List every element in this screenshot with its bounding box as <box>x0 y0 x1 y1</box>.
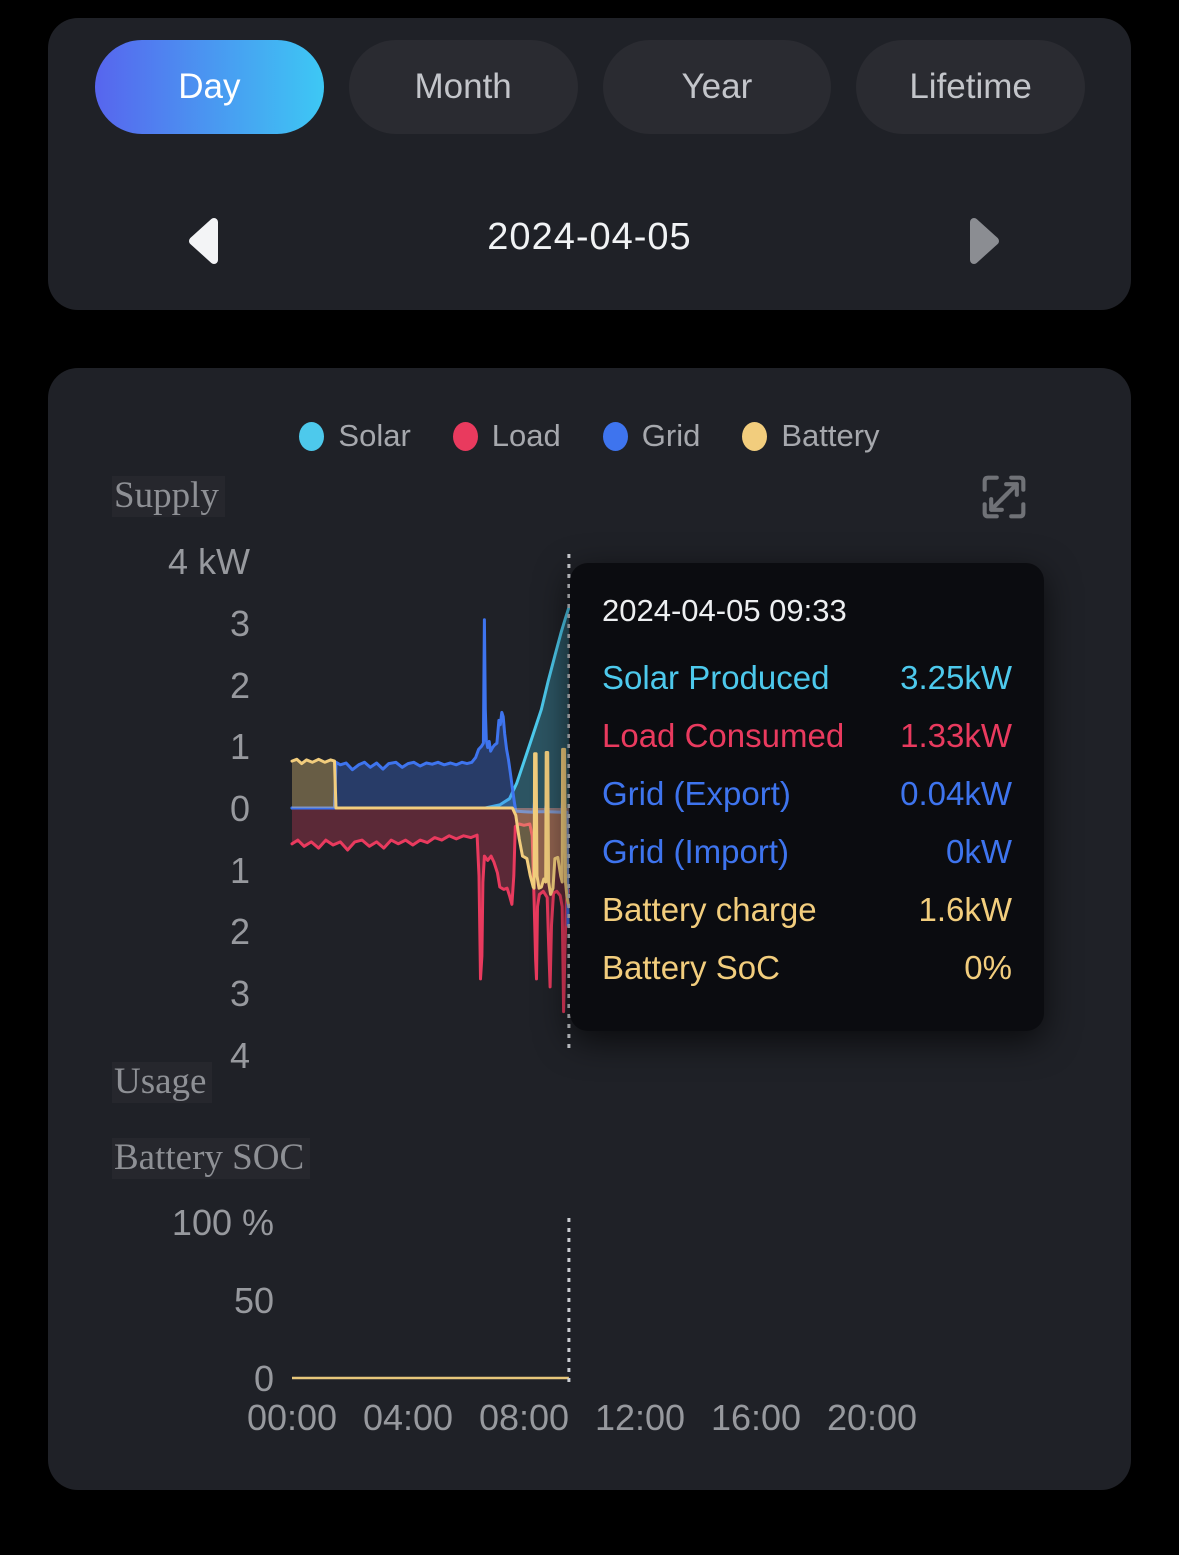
energy-chart-card: Solar Load Grid Battery Supply Usage Batter… <box>48 368 1131 1490</box>
tooltip-row: Battery SoC 0% <box>602 939 1012 997</box>
supply-axis-tick: 3 <box>230 603 250 644</box>
load-line <box>290 822 571 1014</box>
tab-month[interactable]: Month <box>348 40 578 134</box>
supply-axis-tick: 1 <box>230 726 250 767</box>
tooltip-label: Load Consumed <box>602 717 845 754</box>
next-day-button[interactable] <box>954 212 1014 272</box>
legend-label: Load <box>491 418 561 453</box>
grid-area <box>292 619 569 927</box>
tooltip-value: 0kW <box>946 833 1012 870</box>
x-axis-tick: 04:00 <box>363 1397 453 1438</box>
tab-year[interactable]: Year <box>602 40 832 134</box>
battery-line <box>290 747 571 909</box>
tooltip-row: Grid (Export) 0.04kW <box>602 765 1012 823</box>
supply-axis-tick: 2 <box>230 665 250 706</box>
tooltip-label: Grid (Import) <box>602 833 790 870</box>
fullscreen-button[interactable] <box>975 468 1033 526</box>
legend-label: Battery <box>781 418 880 453</box>
supply-axis-tick: 3 <box>230 973 250 1014</box>
tooltip-label: Battery charge <box>602 891 817 928</box>
soc-axis-tick: 0 <box>254 1358 274 1399</box>
x-axis-tick: 00:00 <box>247 1397 337 1438</box>
x-axis-tick: 12:00 <box>595 1397 685 1438</box>
battery-area <box>292 749 569 907</box>
tooltip-timestamp: 2024-04-05 09:33 <box>602 593 847 628</box>
chart-tooltip: 2024-04-05 09:33 Solar Produced 3.25kW Loa… <box>570 563 1044 1031</box>
soc-axis-tick: 50 <box>234 1280 274 1321</box>
legend-item-load[interactable]: Load <box>452 418 561 454</box>
date-navigation: 2024-04-05 <box>48 198 1131 288</box>
tooltip-row: Load Consumed 1.33kW <box>602 707 1012 765</box>
tooltip-label: Battery SoC <box>602 949 780 986</box>
tooltip-row: Battery charge 1.6kW <box>602 881 1012 939</box>
soc-axis-tick: 100 % <box>172 1202 274 1243</box>
tooltip-label: Grid (Export) <box>602 775 791 812</box>
previous-day-button[interactable] <box>174 212 234 272</box>
legend-item-solar[interactable]: Solar <box>299 418 411 454</box>
supply-axis-tick: 4 kW <box>168 541 250 582</box>
usage-axis-title: Usage <box>112 1062 212 1103</box>
tooltip-row: Grid (Import) 0kW <box>602 823 1012 881</box>
period-date-card: Day Month Year Lifetime 2024-04-05 <box>48 18 1131 310</box>
tooltip-value: 1.6kW <box>918 891 1012 928</box>
legend-item-battery[interactable]: Battery <box>742 418 880 454</box>
grid-legend-dot-icon <box>602 421 628 451</box>
supply-axis-tick: 0 <box>230 788 250 829</box>
solar-line <box>290 606 571 810</box>
battery-soc-axis-title: Battery SOC <box>112 1138 310 1179</box>
x-axis-tick: 16:00 <box>711 1397 801 1438</box>
supply-axis-tick: 1 <box>230 850 250 891</box>
battery-legend-dot-icon <box>742 421 768 451</box>
supply-axis-tick: 4 <box>230 1035 250 1076</box>
chevron-right-icon <box>967 217 1001 269</box>
load-legend-dot-icon <box>452 421 478 451</box>
supply-axis-tick: 2 <box>230 911 250 952</box>
supply-axis-title: Supply <box>112 476 225 517</box>
tooltip-label: Solar Produced <box>602 659 830 696</box>
x-axis-tick: 08:00 <box>479 1397 569 1438</box>
legend-label: Solar <box>338 418 411 453</box>
solar-area <box>292 607 569 808</box>
tooltip-value: 3.25kW <box>900 659 1012 696</box>
tooltip-value: 1.33kW <box>900 717 1012 754</box>
tooltip-value: 0.04kW <box>900 775 1012 812</box>
load-area <box>292 808 569 1012</box>
tab-lifetime[interactable]: Lifetime <box>856 40 1085 134</box>
tooltip-value: 0% <box>964 949 1012 986</box>
legend-label: Grid <box>641 418 701 453</box>
tooltip-rows: Solar Produced 3.25kW Load Consumed 1.33kW G… <box>602 649 1012 997</box>
solar-legend-dot-icon <box>299 421 325 451</box>
chart-legend: Solar Load Grid Battery <box>48 418 1131 454</box>
tab-day[interactable]: Day <box>95 40 324 134</box>
chevron-left-icon <box>187 217 221 269</box>
period-tabs: Day Month Year Lifetime <box>95 40 1085 134</box>
x-axis-tick: 20:00 <box>827 1397 917 1438</box>
legend-item-grid[interactable]: Grid <box>602 418 701 454</box>
expand-icon <box>975 475 1033 529</box>
selected-date: 2024-04-05 <box>487 216 692 258</box>
tooltip-row: Solar Produced 3.25kW <box>602 649 1012 707</box>
